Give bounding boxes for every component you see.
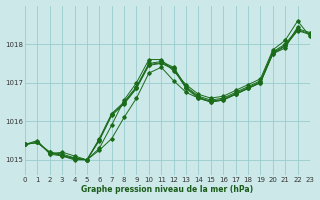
X-axis label: Graphe pression niveau de la mer (hPa): Graphe pression niveau de la mer (hPa) xyxy=(81,185,253,194)
